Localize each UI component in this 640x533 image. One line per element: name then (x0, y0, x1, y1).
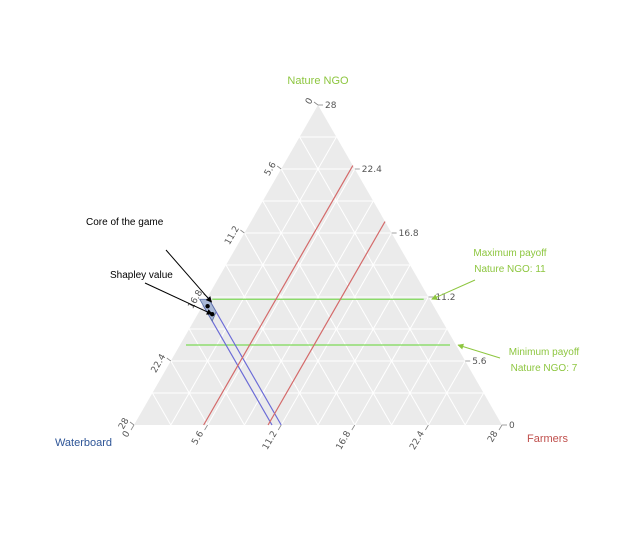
constraint-lines (186, 165, 450, 426)
tick-mark (166, 357, 172, 362)
annotation-arrow (457, 343, 501, 359)
tick-label: 0 (121, 429, 133, 439)
tick-mark (276, 165, 282, 170)
annotation-label: Nature NGO: 11 (474, 264, 546, 275)
tick-mark (313, 101, 319, 106)
annotation-arrow (144, 282, 213, 315)
annotation-label: Maximum payoff (473, 248, 546, 259)
tick-label: 28 (486, 429, 501, 444)
tick-label: 5.6 (190, 429, 206, 447)
annotation-arrow (165, 249, 212, 303)
vertex-label-nature-ngo: Nature NGO (287, 75, 349, 87)
tick-label: 22.4 (362, 165, 382, 175)
tick-label: 11.2 (435, 293, 455, 303)
tick-label: 0 (304, 96, 316, 106)
tick-label: 16.8 (399, 229, 419, 239)
tick-label: 28 (117, 416, 132, 431)
grid-line (170, 136, 337, 426)
tick-mark (129, 421, 135, 426)
grid-line (262, 200, 393, 426)
tick-mark (130, 424, 135, 431)
annotations: Core of the game Shapley value Maximum pay… (86, 217, 579, 374)
solution-point (205, 303, 210, 309)
tick-label: 28 (325, 101, 337, 111)
tick-mark (498, 424, 503, 431)
grid-line (299, 136, 466, 426)
constraint-line (207, 296, 282, 426)
vertex-label-farmers: Farmers (527, 433, 568, 445)
tick-mark (351, 424, 356, 431)
tick-mark (240, 229, 245, 234)
tick-label: 11.2 (261, 430, 280, 452)
tick-label: 5.6 (472, 357, 487, 367)
annotation-label: Nature NGO: 7 (511, 363, 578, 374)
grid-line (170, 360, 209, 426)
tick-label: 0 (509, 421, 515, 431)
constraint-line (267, 221, 386, 426)
annotation-label: Core of the game (86, 217, 164, 228)
tick-label: 5.6 (263, 160, 279, 178)
constraint-line (203, 165, 354, 426)
annotation-label: Shapley value (110, 270, 173, 281)
grid-line (243, 200, 374, 426)
grid-line (354, 296, 429, 426)
vertex-label-waterboard: Waterboard (55, 437, 112, 449)
grid-line (427, 360, 466, 426)
annotation-label: Minimum payoff (509, 347, 580, 358)
tick-label: 16.8 (335, 429, 354, 452)
tick-mark (425, 424, 429, 431)
tick-mark (204, 424, 208, 431)
grid-line (464, 392, 485, 426)
tick-mark (277, 424, 282, 431)
tick-label: 22.4 (408, 429, 427, 452)
annotation-arrow (431, 279, 476, 300)
grid-line (151, 392, 172, 426)
